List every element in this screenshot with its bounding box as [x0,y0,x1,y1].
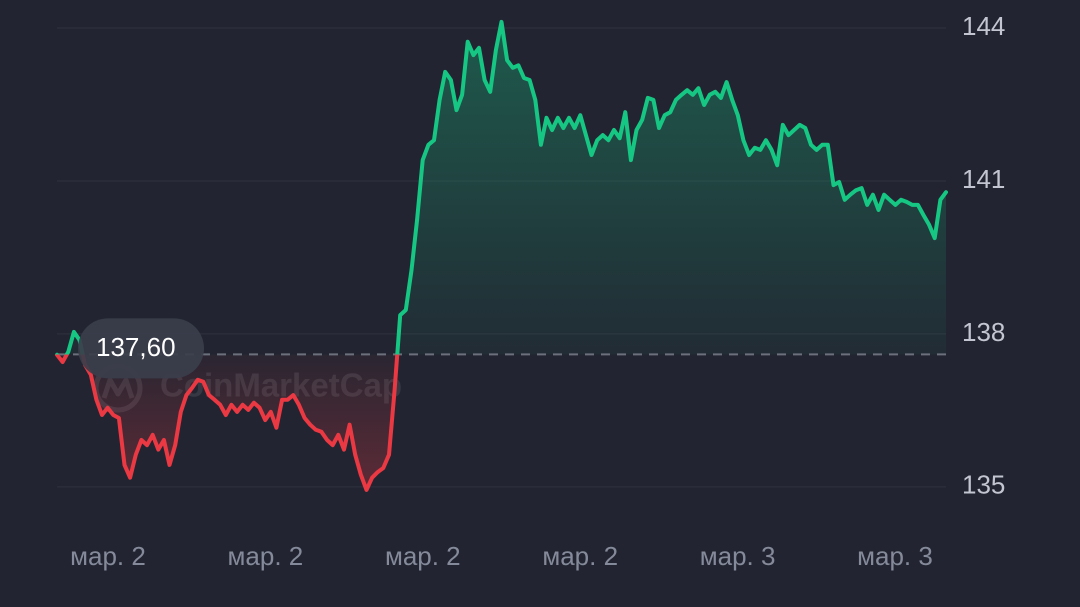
area [57,21,946,490]
price-line [55,19,948,492]
x-tick-label: мар. 3 [700,541,776,571]
y-tick-label: 144 [962,11,1005,41]
y-tick-label: 138 [962,317,1005,347]
x-tick-label: мар. 2 [70,541,146,571]
baseline-label: 137,60 [96,332,176,362]
x-tick-label: мар. 2 [228,541,304,571]
x-tick-label: мар. 2 [385,541,461,571]
baseline-badge [78,318,204,379]
x-tick-label: мар. 3 [857,541,933,571]
x-tick-label: мар. 2 [542,541,618,571]
y-tick-label: 141 [962,164,1005,194]
y-tick-label: 135 [962,470,1005,500]
